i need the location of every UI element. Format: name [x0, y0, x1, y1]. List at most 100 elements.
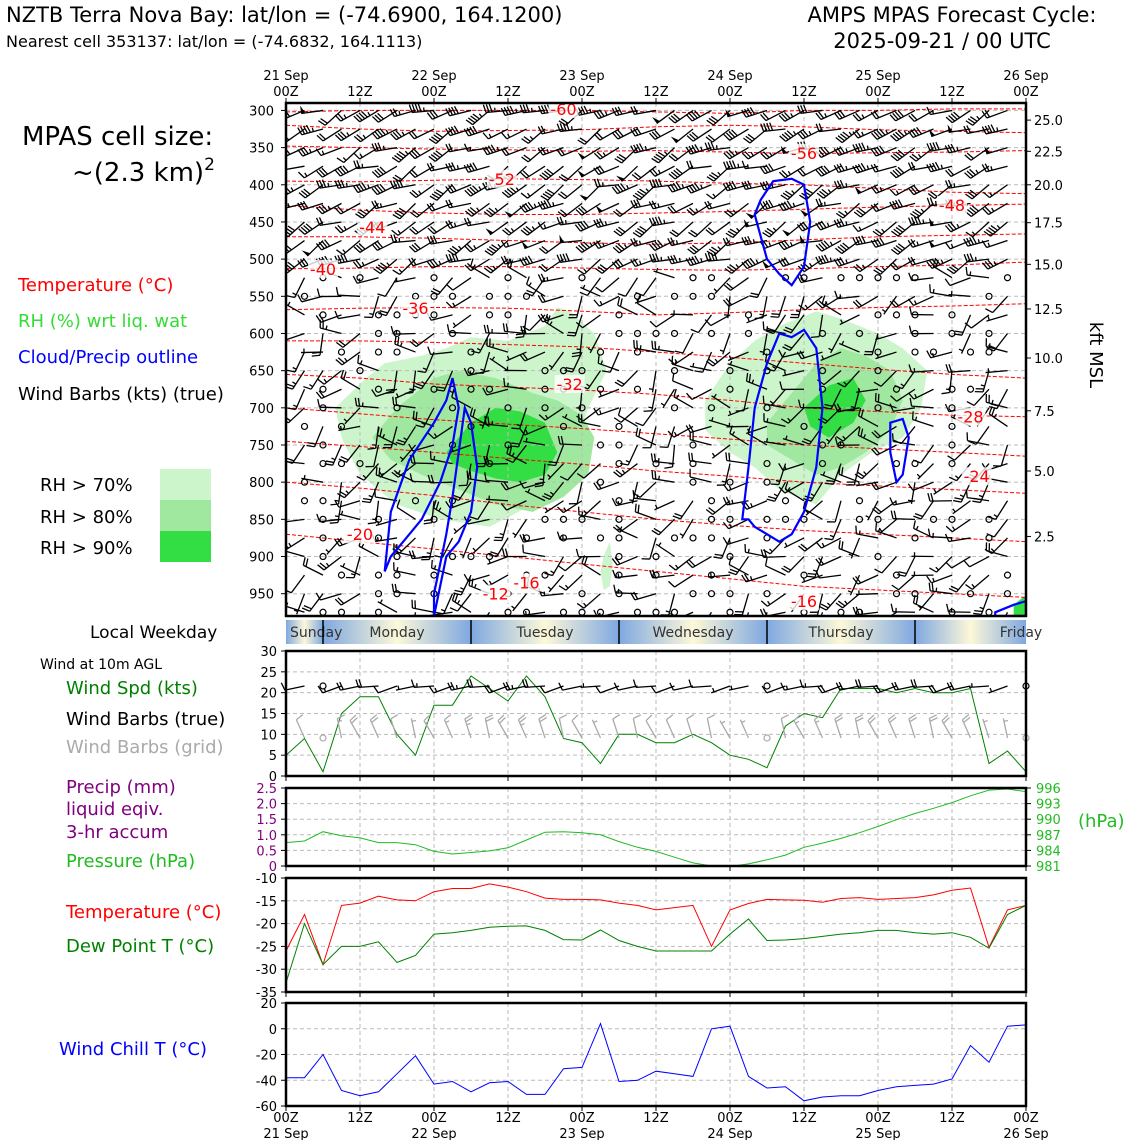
wind-barb-full	[391, 583, 395, 593]
wind-barb-true-full	[595, 685, 601, 694]
wind-barb-half	[974, 256, 977, 261]
wind-barb-staff	[496, 537, 509, 558]
wind-barb-staff	[377, 434, 398, 446]
wind-barb	[393, 311, 401, 319]
wind-barb-full	[337, 224, 344, 232]
wind-barb-half	[847, 590, 852, 594]
wind-barb	[630, 106, 657, 115]
wind-barb-full	[408, 171, 416, 178]
panel-ytick-label: 2.0	[256, 798, 277, 813]
wind-barb-full	[337, 206, 344, 213]
wind-barb-full	[377, 112, 384, 120]
wind-barb-true-staff	[691, 685, 712, 689]
wind-barb-full	[537, 295, 543, 303]
wind-barb-staff	[745, 551, 768, 558]
wind-barb-full	[463, 367, 469, 376]
wind-barb-full	[379, 428, 383, 437]
wind-barb-calm	[393, 552, 401, 561]
wind-barb-full	[595, 240, 602, 248]
wind-barb-half	[935, 587, 938, 592]
wind-barb	[429, 451, 453, 465]
wind-barb-staff	[560, 537, 583, 541]
wind-barb-full	[907, 298, 915, 306]
wind-barb-half	[474, 583, 477, 589]
wind-barb-staff	[361, 202, 379, 219]
temp-contour-11	[286, 440, 1026, 494]
wind-barb	[615, 329, 623, 338]
wind-barb-full	[500, 503, 508, 511]
wind-barb-full	[574, 224, 582, 232]
wind-barb-full	[649, 320, 657, 328]
wind-barb-full	[593, 111, 600, 119]
wind-barb-staff	[286, 128, 305, 143]
wind-barb-staff	[344, 407, 361, 425]
temp-contour-label: -12	[483, 585, 509, 604]
wind-barb-staff	[620, 407, 638, 423]
wind-barb-full	[376, 129, 384, 137]
wind-barb-staff	[470, 265, 490, 279]
wind-barb-staff	[489, 357, 509, 372]
wind-barb	[374, 488, 398, 502]
wind-barb-full	[448, 184, 454, 193]
wind-barb-full	[673, 254, 678, 263]
wind-barb-full	[711, 172, 719, 178]
wind-barb-staff	[342, 332, 361, 348]
wind-barb	[298, 184, 324, 199]
wind-barb-full	[725, 452, 728, 461]
wind-barb	[952, 500, 971, 515]
wind-barb-full	[448, 162, 454, 171]
panel-ytick-label: 5	[269, 749, 277, 764]
wind-barb-full	[810, 335, 820, 339]
wind-barb-grid	[719, 720, 731, 739]
wind-barb	[724, 202, 749, 218]
wind-barb-staff	[581, 562, 601, 576]
wind-barb	[578, 367, 586, 375]
wind-barb	[679, 519, 694, 539]
wind-barb-half	[456, 599, 461, 605]
wind-barb	[338, 425, 361, 432]
wind-barb-half	[368, 494, 373, 498]
wind-barb-full	[713, 556, 722, 559]
wind-barb-full	[377, 264, 386, 271]
wind-barb	[286, 574, 306, 594]
wind-barb	[537, 273, 564, 283]
wind-barb-calm	[504, 274, 512, 282]
wind-barb-full	[371, 389, 377, 397]
wind-barb-full	[371, 132, 378, 140]
legend-precip-1: Precip (mm)	[66, 777, 176, 798]
pressure-tick-label: 700	[249, 402, 274, 417]
wind-barb	[458, 463, 472, 487]
wind-barb-staff	[634, 202, 657, 209]
wind-barb-full	[483, 324, 487, 334]
wind-barb-staff	[430, 351, 453, 356]
wind-barb-half	[492, 265, 497, 270]
wind-barb	[356, 463, 379, 481]
wind-barb-staff	[332, 444, 343, 466]
wind-barb-half	[993, 413, 998, 418]
wind-barb	[297, 294, 324, 303]
wind-barb-staff	[656, 109, 675, 124]
wind-barb	[297, 165, 324, 179]
wind-barb-staff	[951, 555, 971, 569]
wind-barb-true-half	[397, 685, 400, 690]
wind-barb-full	[428, 155, 436, 162]
wind-barb	[302, 557, 324, 576]
wind-barb	[395, 388, 416, 399]
wind-barb-staff	[430, 458, 453, 465]
wind-barb-full	[488, 207, 496, 214]
wind-barb-calm	[615, 329, 623, 338]
wind-barb	[655, 542, 675, 558]
wind-barb-staff	[560, 128, 583, 133]
wind-barb-half	[453, 528, 458, 533]
wind-barb-full	[908, 306, 913, 315]
wind-barb	[375, 518, 398, 527]
wind-barb-calm	[726, 367, 734, 375]
wind-barb	[345, 556, 361, 579]
wind-barb-calm	[707, 497, 716, 505]
wind-barb	[685, 182, 712, 194]
wind-barb	[445, 295, 472, 309]
wind-barb	[371, 165, 398, 178]
wind-barb	[566, 314, 583, 337]
wind-barb-full	[691, 111, 698, 119]
